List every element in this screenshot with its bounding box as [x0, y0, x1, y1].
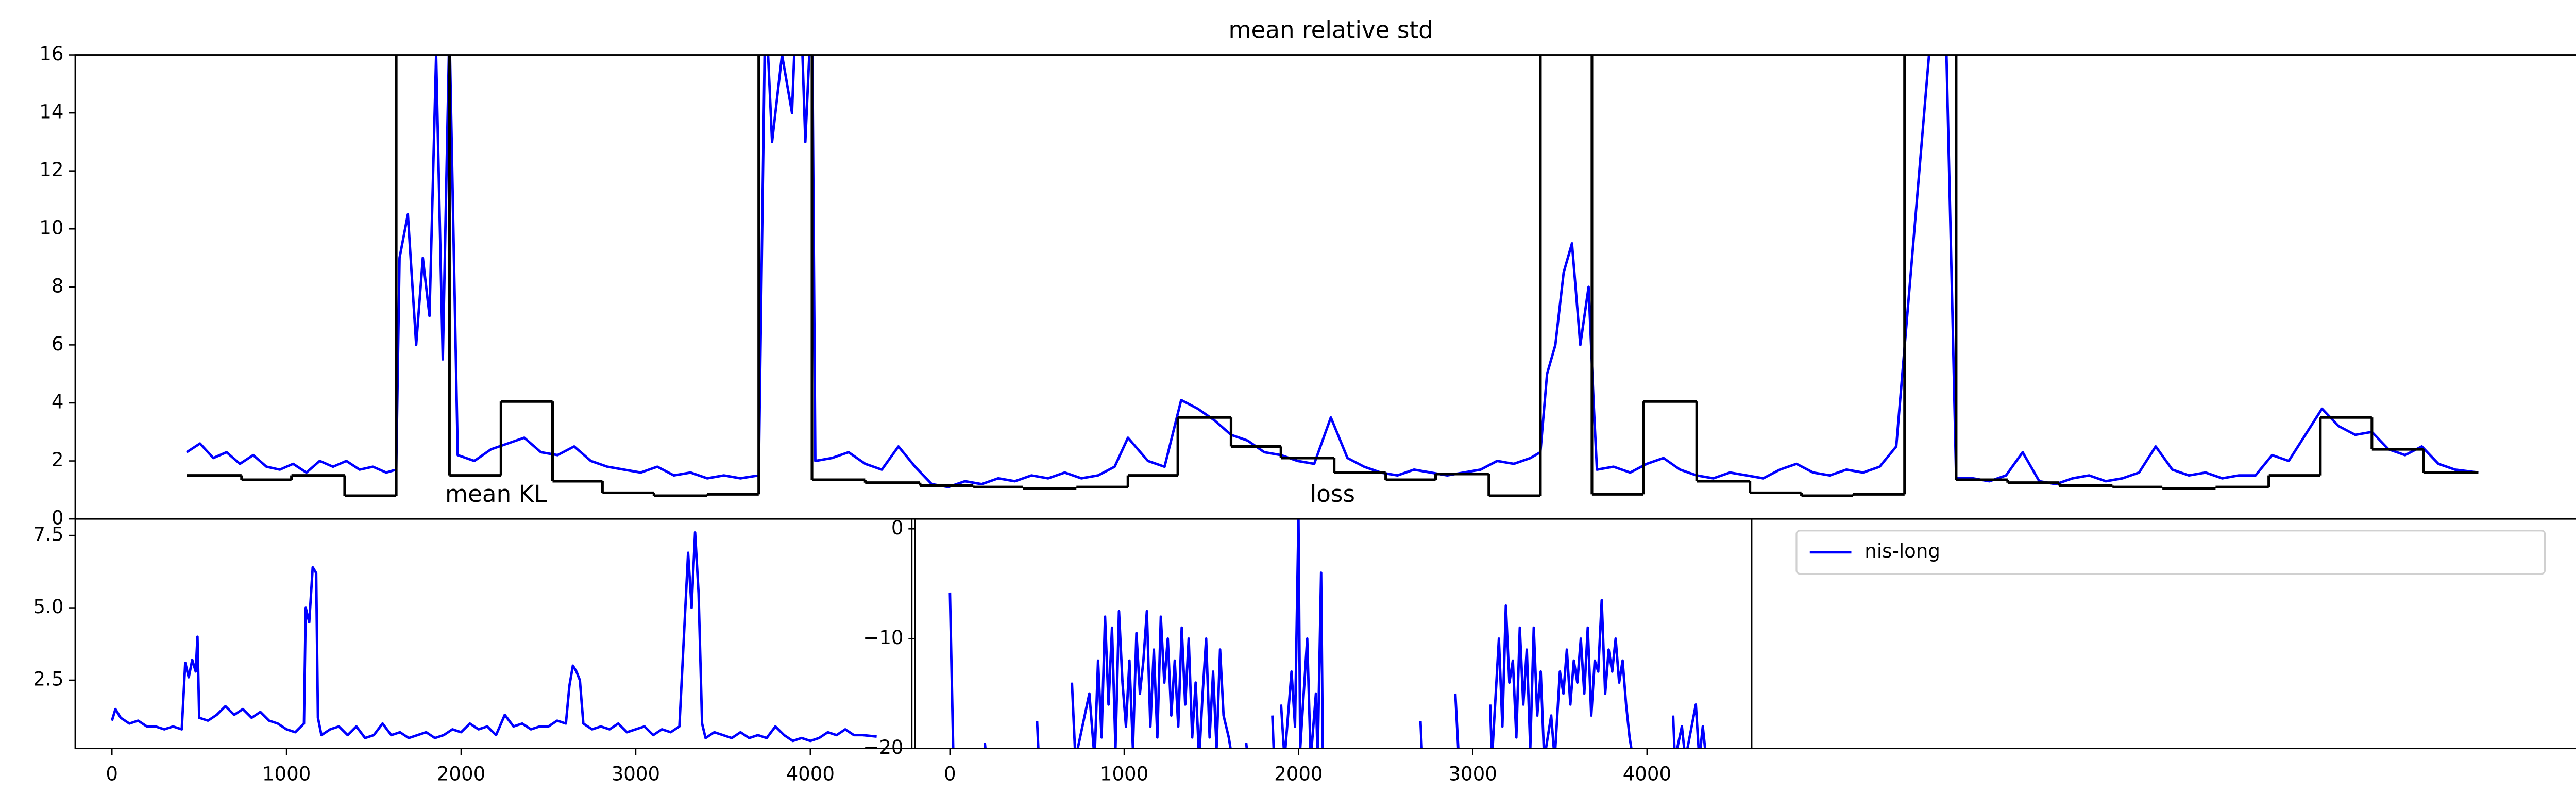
x-tick-label: 2000 [1274, 763, 1323, 785]
y-tick-label: 10 [39, 217, 63, 239]
panel: 0 2 4 6 8 10 12 14 16 mean relative std [39, 16, 2576, 529]
data-line [110, 531, 877, 742]
y-tick-label: 0 [52, 507, 64, 529]
y-tick-label: 7.5 [33, 524, 63, 546]
data-line [186, 55, 2479, 488]
x-tick-label: 3000 [612, 763, 660, 785]
plot-area [186, 55, 2479, 497]
chart-title: mean relative std [1229, 16, 1433, 43]
plot-area [110, 531, 877, 742]
y-tick-label: 5.0 [33, 596, 63, 618]
y-tick-label: 6 [52, 333, 64, 355]
axes-frame [1751, 518, 2576, 750]
y-tick-label: 8 [52, 275, 64, 297]
x-tick-label: 2000 [437, 763, 485, 785]
x-tick-label: 0 [944, 763, 956, 785]
chart-title: mean KL [445, 480, 547, 508]
y-tick-label: 2 [52, 449, 64, 471]
axes-frame [74, 518, 913, 750]
x-tick-label: 1000 [1100, 763, 1148, 785]
y-tick-label: −20 [863, 736, 903, 758]
x-tick-label: 0 [106, 763, 118, 785]
legend-label: nis-long [1865, 540, 1940, 562]
y-tick-label: 14 [39, 101, 63, 123]
y-tick-label: 2.5 [33, 668, 63, 690]
y-tick-label: −10 [863, 627, 903, 649]
x-tick-label: 3000 [1448, 763, 1497, 785]
x-tick-label: 1000 [262, 763, 311, 785]
panel: nis-long [1751, 518, 2576, 750]
chart-title: loss [1310, 480, 1355, 508]
data-line [948, 519, 1707, 749]
y-tick-label: 16 [39, 43, 63, 65]
x-tick-label: 4000 [786, 763, 835, 785]
legend-box [1795, 530, 2546, 575]
y-tick-label: 12 [39, 159, 63, 181]
x-tick-label: 4000 [1623, 763, 1671, 785]
panel: 0 −10 −20 0 1000 2000 3000 4000 loss [863, 480, 1753, 785]
plot-area [948, 519, 1707, 749]
y-tick-label: 4 [52, 391, 64, 413]
y-tick-label: 0 [891, 517, 904, 539]
